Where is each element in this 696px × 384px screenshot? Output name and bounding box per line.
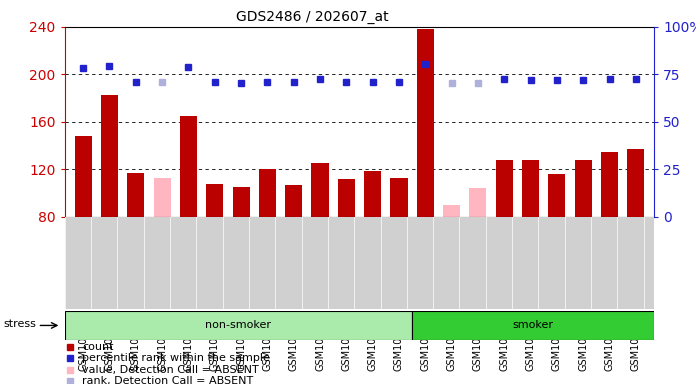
Text: smoker: smoker (513, 320, 554, 331)
Bar (364, 170, 381, 217)
Bar (390, 178, 408, 217)
Bar (285, 185, 302, 217)
Bar (180, 116, 197, 217)
Bar (101, 94, 118, 217)
Bar (259, 169, 276, 217)
Text: value, Detection Call = ABSENT: value, Detection Call = ABSENT (82, 365, 259, 375)
Bar (154, 178, 171, 217)
Bar (206, 184, 223, 217)
Bar (74, 136, 92, 217)
Bar (496, 160, 513, 217)
Bar (522, 160, 539, 217)
Bar (232, 187, 250, 217)
Text: count: count (82, 342, 113, 352)
Bar (443, 205, 460, 217)
Text: percentile rank within the sample: percentile rank within the sample (82, 353, 270, 363)
Text: non-smoker: non-smoker (205, 320, 271, 331)
Bar (548, 174, 565, 217)
Text: stress: stress (3, 318, 36, 329)
Bar (417, 29, 434, 217)
Bar (338, 179, 355, 217)
Bar (311, 164, 329, 217)
Bar (469, 189, 487, 217)
Text: GDS2486 / 202607_at: GDS2486 / 202607_at (236, 10, 388, 23)
Bar (601, 152, 618, 217)
Bar (627, 149, 644, 217)
Bar (412, 311, 654, 340)
Text: rank, Detection Call = ABSENT: rank, Detection Call = ABSENT (82, 376, 253, 384)
Bar (127, 173, 144, 217)
Bar (65, 311, 412, 340)
Bar (575, 160, 592, 217)
